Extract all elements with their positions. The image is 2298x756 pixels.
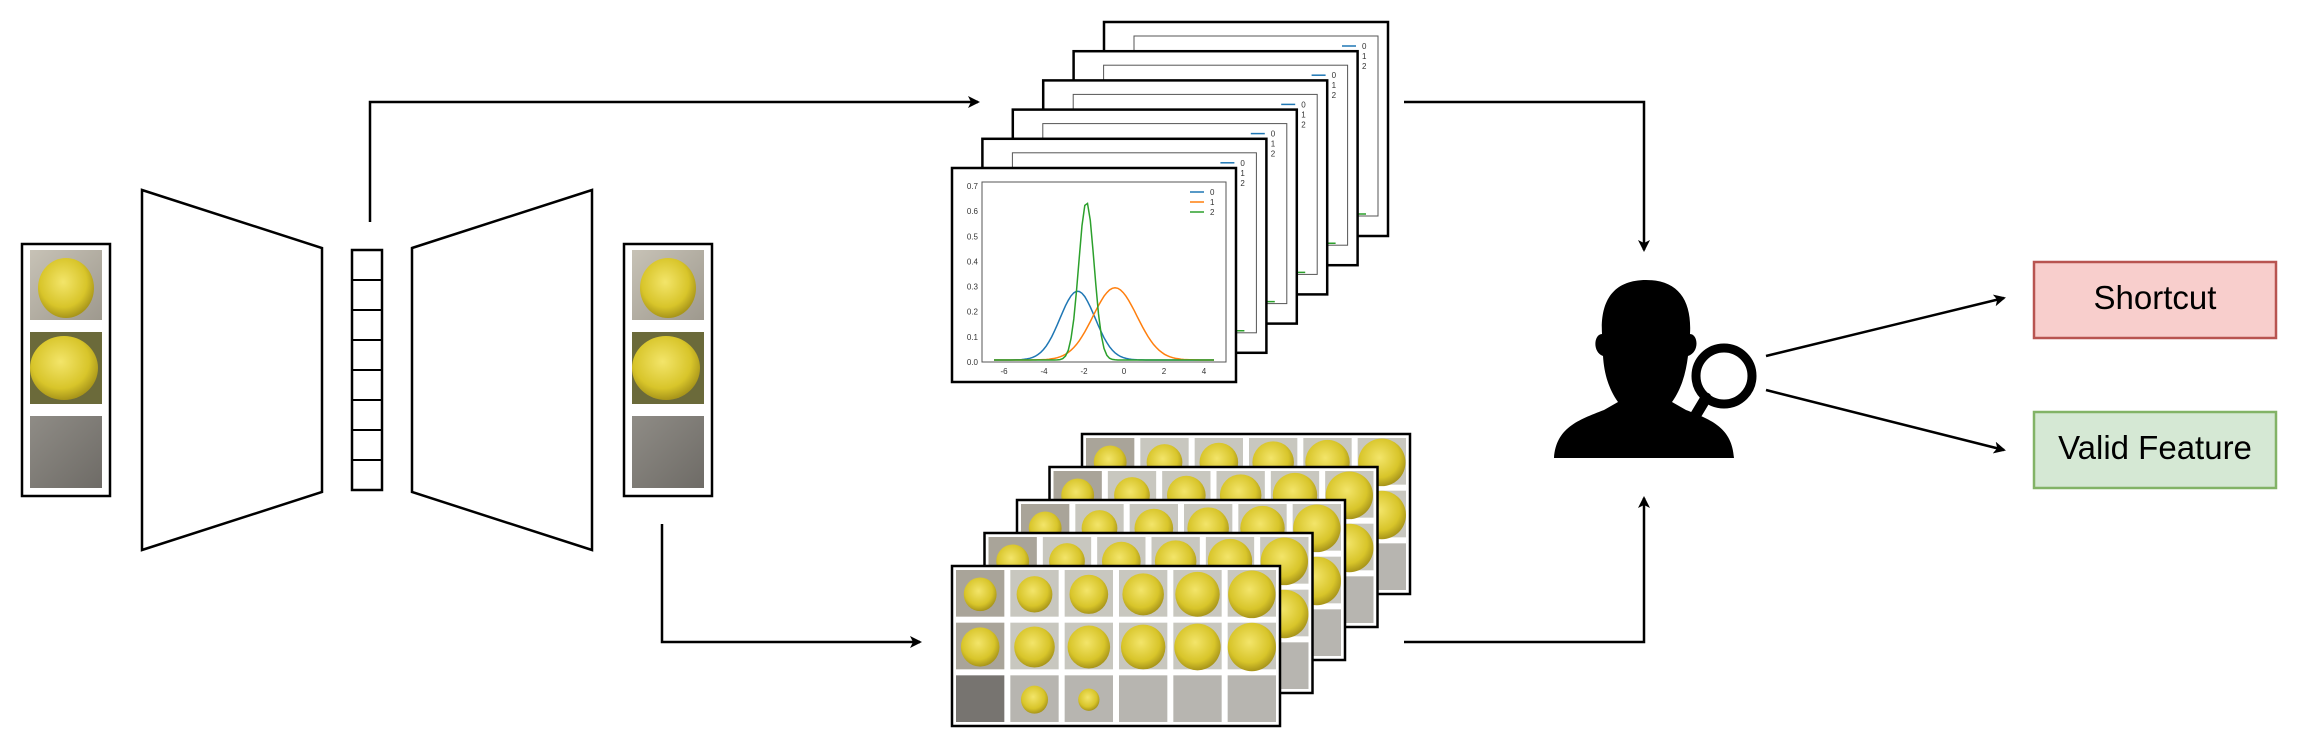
grid-cell-image <box>956 675 1005 722</box>
grid-cell-image <box>956 570 1005 617</box>
legend-label: 1 <box>1301 110 1306 119</box>
image-grid-front <box>950 564 1282 728</box>
magnifier-handle <box>1688 392 1712 424</box>
input-image-lemon-1 <box>30 250 102 320</box>
grid-cell-image <box>1119 570 1168 617</box>
input-image-background <box>30 416 102 488</box>
legend-label: 2 <box>1332 91 1337 100</box>
legend-label: 2 <box>1271 150 1276 159</box>
input-images-column <box>20 242 112 498</box>
reconstructed-images-column <box>622 242 714 498</box>
recon-image-lemon-1 <box>632 250 704 320</box>
y-tick-label: 0.1 <box>967 333 979 342</box>
grid-cell-image <box>1227 570 1276 619</box>
y-tick-label: 0.0 <box>967 358 979 367</box>
grid-cell-image <box>956 622 1005 670</box>
legend-label: 0 <box>1362 42 1367 51</box>
legend-label: 1 <box>1240 169 1245 178</box>
density-curve <box>994 202 1214 361</box>
latent-vector <box>350 248 384 492</box>
density-plot-stack: 0120120120120120120.70.60.50.40.30.20.10… <box>950 20 1390 384</box>
legend-label: 0 <box>1301 100 1306 109</box>
arrow-decoder-to-grids <box>660 524 922 648</box>
encoder-block <box>140 188 324 552</box>
grid-cell-image <box>1010 622 1059 670</box>
legend-label: 2 <box>1240 179 1245 188</box>
legend-label: 1 <box>1210 198 1215 207</box>
legend-label: 0 <box>1271 130 1276 139</box>
grid-cell-image <box>1064 622 1113 670</box>
grid-cell-image <box>1010 675 1059 722</box>
legend-label: 1 <box>1362 52 1367 61</box>
valid-feature-label: Valid Feature <box>2058 429 2252 466</box>
arrow-latent-to-plots <box>368 96 980 222</box>
legend-label: 1 <box>1271 140 1276 149</box>
grid-cell-image <box>1173 675 1222 722</box>
y-tick-label: 0.3 <box>967 283 979 292</box>
input-image-lemon-2 <box>30 332 102 404</box>
plot-legend: 012 <box>1190 188 1215 217</box>
magnifier-lens <box>1691 343 1757 409</box>
arrow-grids-to-inspector <box>1404 496 1650 644</box>
legend-label: 2 <box>1301 120 1306 129</box>
grid-cell-image <box>1173 622 1222 671</box>
user-with-magnifier-icon <box>1554 280 1757 458</box>
legend-label: 0 <box>1332 71 1337 80</box>
shortcut-label: Shortcut <box>2094 279 2217 316</box>
recon-image-lemon-2 <box>632 332 704 404</box>
shortcut-box: Shortcut <box>2032 260 2278 340</box>
arrow-plots-to-inspector <box>1404 100 1650 252</box>
decoder-block <box>410 188 594 552</box>
valid-feature-box: Valid Feature <box>2032 410 2278 490</box>
y-tick-label: 0.4 <box>967 257 979 266</box>
y-tick-label: 0.2 <box>967 308 979 317</box>
legend-label: 2 <box>1210 208 1215 217</box>
arrow-to-valid-feature <box>1765 388 2006 454</box>
y-tick-label: 0.7 <box>967 182 979 191</box>
image-grid-stack <box>950 432 1412 728</box>
grid-cell-image <box>1119 675 1168 722</box>
legend-label: 1 <box>1332 81 1337 90</box>
grid-cell-image <box>1227 622 1277 672</box>
x-tick-label: 0 <box>1122 367 1127 376</box>
grid-cell-image <box>1064 570 1113 617</box>
x-tick-label: -2 <box>1080 367 1088 376</box>
x-tick-label: -4 <box>1040 367 1048 376</box>
recon-image-background <box>632 416 704 488</box>
grid-cell-image <box>1119 622 1168 670</box>
grid-cell-image <box>1227 675 1276 722</box>
arrow-to-shortcut <box>1765 294 2006 358</box>
x-tick-label: 2 <box>1162 367 1167 376</box>
grid-cell-image <box>1173 570 1222 617</box>
grid-cell-image <box>1010 570 1059 617</box>
y-tick-label: 0.6 <box>967 207 979 216</box>
legend-label: 0 <box>1240 159 1245 168</box>
legend-label: 2 <box>1362 62 1367 71</box>
person-silhouette <box>1554 280 1734 458</box>
grid-cell-image <box>1064 675 1113 722</box>
x-tick-label: -6 <box>1000 367 1008 376</box>
y-tick-label: 0.5 <box>967 232 979 241</box>
x-tick-label: 4 <box>1202 367 1207 376</box>
legend-label: 0 <box>1210 188 1215 197</box>
